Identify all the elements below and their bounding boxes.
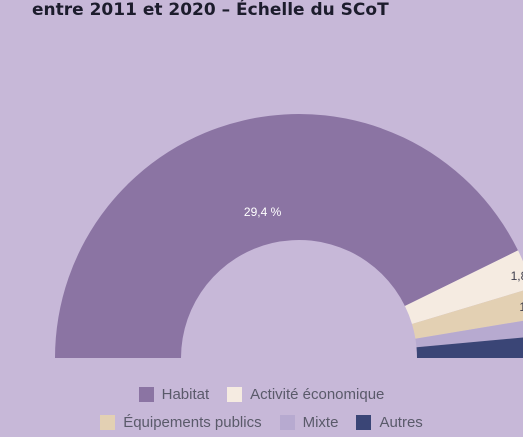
legend-label-mixte: Mixte bbox=[302, 414, 339, 431]
legend-item-equipements: Équipements publics bbox=[100, 414, 262, 431]
legend-item-habitat: Habitat bbox=[138, 386, 210, 403]
slice-activite bbox=[404, 250, 523, 325]
legend-label-autres: Autres bbox=[379, 414, 423, 431]
legend-swatch-autres bbox=[356, 415, 372, 430]
legend-swatch-mixte bbox=[279, 415, 295, 430]
legend-swatch-equipements bbox=[100, 415, 116, 430]
slice-equipements bbox=[411, 290, 523, 339]
slice-mixte bbox=[415, 320, 523, 348]
legend-row-1: Habitat Activité économique bbox=[0, 386, 523, 403]
legend-label-equipements: Équipements publics bbox=[123, 414, 262, 431]
slice-habitat bbox=[55, 114, 519, 358]
slice-autres bbox=[416, 337, 523, 358]
legend-label-habitat: Habitat bbox=[161, 386, 210, 403]
legend-label-activite: Activité économique bbox=[250, 386, 385, 403]
legend-item-mixte: Mixte bbox=[279, 414, 339, 431]
chart-title: entre 2011 et 2020 – Échelle du SCoT bbox=[32, 0, 389, 20]
data-label-habitat: 29,4 % bbox=[244, 205, 282, 219]
legend-row-2: Équipements publics Mixte Autres bbox=[0, 414, 523, 431]
legend-item-autres: Autres bbox=[356, 414, 423, 431]
legend-swatch-activite bbox=[227, 387, 243, 402]
data-label-activite: 1,8 % bbox=[511, 269, 523, 283]
data-label-equipements: 1,4 % bbox=[519, 300, 523, 314]
legend-swatch-habitat bbox=[138, 387, 154, 402]
legend-item-activite: Activité économique bbox=[227, 386, 384, 403]
